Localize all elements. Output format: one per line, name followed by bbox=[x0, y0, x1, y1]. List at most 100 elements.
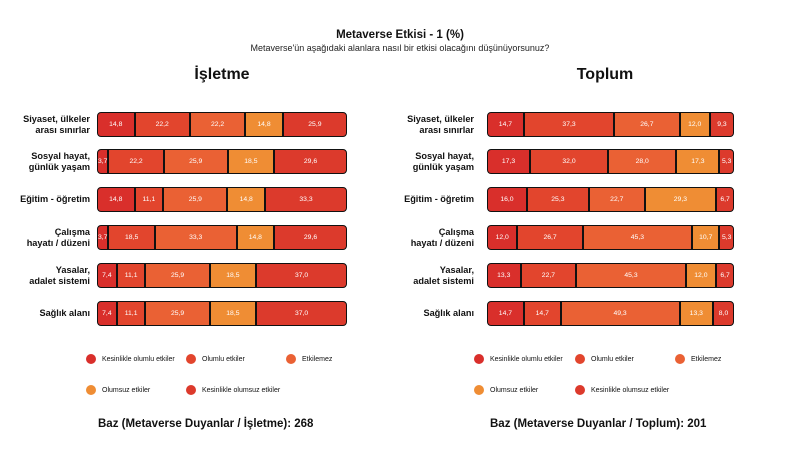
bar-segment: 26,7 bbox=[518, 226, 582, 249]
category-label-line: adalet sistemi bbox=[29, 275, 90, 286]
bar-segment: 25,9 bbox=[164, 150, 227, 173]
data-label: 14,8 bbox=[109, 121, 123, 128]
data-label: 6,7 bbox=[720, 196, 730, 203]
data-label: 32,0 bbox=[562, 158, 576, 165]
data-label: 18,5 bbox=[244, 158, 258, 165]
category-label-text: Siyaset, ülkeler arası sınırlar bbox=[407, 114, 474, 136]
data-label: 25,3 bbox=[551, 196, 565, 203]
legend-label: Olumsuz etkiler bbox=[490, 386, 539, 394]
bar-segment: 14,8 bbox=[98, 113, 134, 136]
legend-label: Etkilemez bbox=[302, 355, 333, 363]
data-label: 28,0 bbox=[635, 158, 649, 165]
stacked-bar: 7,4 11,1 25,9 18,5 37,0 bbox=[97, 301, 347, 326]
stacked-bar: 3,7 18,5 33,3 14,8 29,6 bbox=[97, 225, 347, 250]
data-label: 14,8 bbox=[257, 121, 271, 128]
category-label-line: Yasalar, bbox=[439, 264, 474, 275]
data-label: 11,1 bbox=[142, 196, 156, 203]
data-label: 45,3 bbox=[624, 272, 638, 279]
bar-segment: 14,8 bbox=[98, 188, 134, 211]
category-label: Sosyal hayat, günlük yaşam bbox=[0, 149, 90, 174]
bar-segment: 22,2 bbox=[190, 113, 245, 136]
bar-segment: 37,0 bbox=[257, 264, 346, 287]
stacked-bar: 14,7 14,7 49,3 13,3 8,0 bbox=[487, 301, 734, 326]
bar-segment: 22,2 bbox=[109, 150, 163, 173]
category-label-line: Sosyal hayat, bbox=[31, 150, 90, 161]
bar-segment: 29,3 bbox=[645, 188, 716, 211]
data-label: 5,3 bbox=[722, 158, 732, 165]
legend-marker-icon bbox=[86, 354, 96, 364]
bar-segment: 11,1 bbox=[135, 188, 163, 211]
bar-segment: 29,6 bbox=[275, 150, 346, 173]
category-label: Sağlık alanı bbox=[0, 301, 90, 326]
panel-title: İşletme bbox=[194, 66, 250, 83]
bar-segment: 26,7 bbox=[615, 113, 679, 136]
data-label: 18,5 bbox=[226, 310, 240, 317]
bar-segment: 3,7 bbox=[98, 150, 108, 173]
category-label: Sosyal hayat, günlük yaşam bbox=[364, 149, 474, 174]
legend-marker-icon bbox=[186, 354, 196, 364]
stacked-bar: 12,0 26,7 45,3 10,7 5,3 bbox=[487, 225, 734, 250]
data-label: 37,0 bbox=[294, 310, 309, 317]
data-label: 16,0 bbox=[500, 196, 514, 203]
category-label-line: Siyaset, ülkeler bbox=[407, 113, 474, 124]
bar-segment: 33,3 bbox=[266, 188, 346, 211]
legend-item: Kesinlikle olumsuz etkiler bbox=[186, 385, 280, 395]
category-label-line: Siyaset, ülkeler bbox=[23, 113, 90, 124]
bar-segment: 33,3 bbox=[155, 226, 236, 249]
data-label: 12,0 bbox=[688, 121, 702, 128]
bar-segment: 28,0 bbox=[608, 150, 676, 173]
data-label: 25,9 bbox=[170, 272, 185, 279]
bar-segment: 37,3 bbox=[524, 113, 614, 136]
data-label: 3,7 bbox=[98, 234, 108, 241]
category-label-text: Yasalar, adalet sistemi bbox=[29, 265, 90, 287]
legend-label: Kesinlikle olumlu etkiler bbox=[490, 355, 563, 363]
category-label-line: Eğitim - öğretim bbox=[20, 194, 90, 204]
stacked-bar: 7,4 11,1 25,9 18,5 37,0 bbox=[97, 263, 347, 288]
stacked-bar: 16,0 25,3 22,7 29,3 6,7 bbox=[487, 187, 734, 212]
bar-segment: 45,3 bbox=[583, 226, 692, 249]
bar-segment: 49,3 bbox=[561, 302, 679, 325]
bar-segment: 14,7 bbox=[524, 302, 560, 325]
bar-segment: 12,0 bbox=[488, 226, 517, 249]
legend-label: Olumlu etkiler bbox=[202, 355, 245, 363]
legend-item: Olumsuz etkiler bbox=[86, 385, 150, 395]
data-label: 8,0 bbox=[718, 310, 729, 317]
category-label-text: Sosyal hayat, günlük yaşam bbox=[29, 151, 90, 173]
bar-segment: 17,3 bbox=[488, 150, 530, 173]
bar-segment: 7,4 bbox=[98, 264, 116, 287]
category-label: Yasalar, adalet sistemi bbox=[364, 263, 474, 288]
category-label-text: Sosyal hayat, günlük yaşam bbox=[413, 151, 474, 173]
category-label-text: Sağlık alanı bbox=[39, 308, 90, 319]
category-label-line: Çalışma bbox=[54, 226, 90, 237]
bar-segment: 18,5 bbox=[210, 302, 256, 325]
category-label-text: Eğitim - öğretim bbox=[404, 194, 474, 205]
bar-segment: 9,3 bbox=[710, 113, 733, 136]
category-label-line: Çalışma bbox=[438, 226, 474, 237]
bar-segment: 22,2 bbox=[135, 113, 189, 136]
legend-marker-icon bbox=[186, 385, 196, 395]
data-label: 26,7 bbox=[543, 234, 557, 241]
data-label: 25,9 bbox=[308, 121, 322, 128]
legend-marker-icon bbox=[86, 385, 96, 395]
category-label-text: Yasalar, adalet sistemi bbox=[413, 265, 474, 287]
bar-segment: 8,0 bbox=[714, 302, 733, 325]
base-note: Baz (Metaverse Duyanlar / Toplum): 201 bbox=[490, 418, 707, 430]
bar-segment: 12,0 bbox=[680, 113, 709, 136]
data-label: 14,7 bbox=[535, 310, 549, 317]
category-label: Siyaset, ülkeler arası sınırlar bbox=[364, 112, 474, 137]
data-label: 13,3 bbox=[497, 272, 511, 279]
bar-segment: 18,5 bbox=[228, 150, 274, 173]
category-label-line: arası sınırlar bbox=[35, 124, 90, 135]
legend-label: Kesinlikle olumsuz etkiler bbox=[591, 386, 670, 394]
category-label-text: Çalışma hayatı / düzeni bbox=[411, 227, 474, 249]
data-label: 9,3 bbox=[717, 121, 727, 128]
legend-marker-icon bbox=[575, 385, 585, 395]
category-label-line: Eğitim - öğretim bbox=[404, 194, 474, 204]
data-label: 5,3 bbox=[721, 234, 732, 241]
category-label-text: Siyaset, ülkeler arası sınırlar bbox=[23, 114, 90, 136]
legend-item: Olumlu etkiler bbox=[186, 354, 245, 364]
category-label: Çalışma hayatı / düzeni bbox=[364, 225, 474, 250]
bar-segment: 25,9 bbox=[164, 188, 227, 211]
bar-segment: 6,7 bbox=[717, 188, 733, 211]
category-label-line: Sosyal hayat, bbox=[415, 150, 474, 161]
